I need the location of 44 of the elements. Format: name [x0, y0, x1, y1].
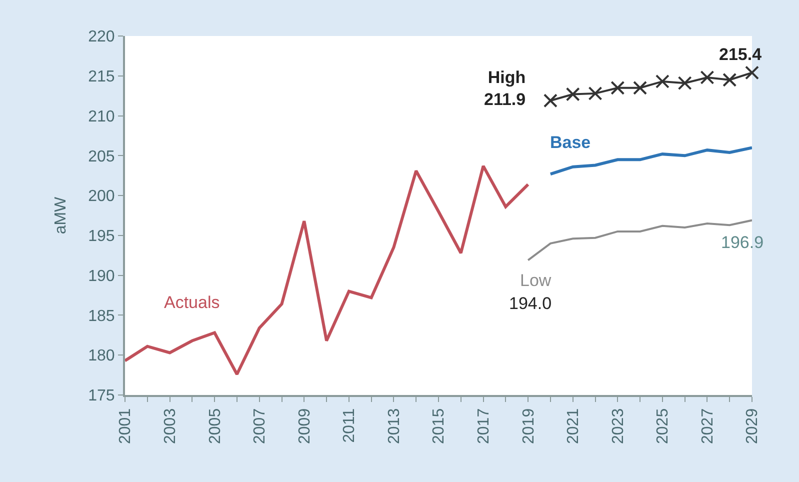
y-tick-label: 210	[88, 108, 115, 126]
y-tick-label: 195	[88, 228, 115, 246]
x-tick-label: 2001	[117, 408, 134, 444]
series-label: High	[488, 68, 526, 87]
y-axis-title: aMW	[52, 196, 70, 234]
data-label: 215.4	[719, 45, 762, 64]
x-tick-label: 2015	[430, 408, 448, 444]
y-tick-label: 215	[88, 68, 115, 86]
x-tick-label: 2013	[386, 408, 403, 444]
y-tick-label: 220	[88, 28, 115, 46]
x-tick-label: 2019	[520, 408, 538, 444]
x-tick-label: 2021	[565, 408, 582, 444]
x-tick-label: 2005	[206, 408, 224, 444]
point	[566, 87, 580, 102]
point	[588, 86, 602, 100]
y-tick-label: 190	[88, 268, 115, 285]
y-tick-label: 175	[88, 388, 115, 405]
series-label: Actuals	[164, 293, 220, 312]
point	[678, 76, 692, 90]
series-label: Base	[550, 133, 591, 152]
point	[745, 66, 759, 80]
x-tick-label: 2023	[610, 408, 627, 444]
data-label: 194.0	[509, 294, 552, 313]
data-label: 196.9	[721, 233, 764, 252]
x-tick-label: 2017	[475, 408, 492, 444]
data-label: 211.9	[484, 90, 526, 110]
point	[633, 80, 648, 95]
point	[655, 74, 670, 88]
point	[700, 70, 714, 84]
point	[543, 94, 558, 108]
y-tick-label: 180	[88, 348, 115, 365]
x-tick-label: 2025	[654, 408, 672, 444]
x-tick-label: 2029	[744, 408, 762, 444]
point	[722, 72, 737, 87]
point	[610, 80, 625, 95]
series-label: Low	[520, 271, 552, 290]
y-tick-label: 185	[88, 308, 115, 325]
x-tick-label: 2009	[296, 408, 314, 444]
x-tick-label: 2007	[252, 408, 269, 444]
y-tick-label: 200	[88, 188, 115, 206]
x-tick-label: 2011	[341, 408, 358, 443]
x-tick-label: 2003	[162, 408, 179, 444]
y-tick-label: 205	[88, 148, 115, 166]
x-tick-label: 2027	[699, 408, 716, 444]
